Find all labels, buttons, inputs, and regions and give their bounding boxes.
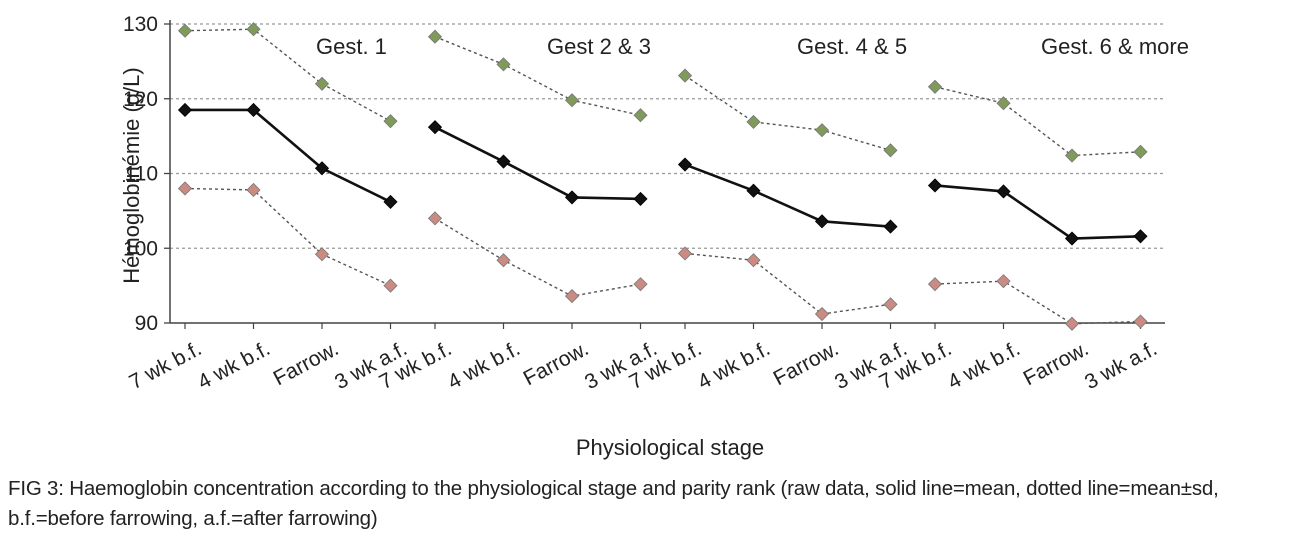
x-tick-label: 4 wk b.f. [694,337,774,394]
y-tick-label: 100 [123,237,158,260]
mean-line [684,163,891,228]
x-tick-label: Farrow. [520,337,593,390]
mean-point [677,157,693,172]
upper-point [246,22,261,37]
x-axis-label: Physiological stage [576,435,764,460]
lower-point [246,182,261,198]
mean-point [814,214,830,229]
mean-point [1064,231,1080,246]
x-tick-label: Farrow. [1020,337,1093,390]
lower-point [927,277,943,292]
upper-point [427,29,443,44]
lower-line [434,217,641,297]
mean-point [633,191,648,206]
mean-point [246,102,261,118]
mean-point [314,161,330,176]
upper-point [496,57,511,72]
mean-line [185,108,392,204]
mean-point [883,219,898,234]
mean-point [564,190,580,205]
chart: 90 100 110 120 130 Hémoglobinémie (g/L) Physio… [119,13,1189,460]
upper-point [1064,148,1080,163]
lower-point [1064,316,1080,331]
mean-line [934,184,1141,240]
upper-point [746,114,761,129]
mean-point [427,120,443,135]
group-title: Gest. 1 [316,34,387,59]
y-tick-label: 130 [123,13,158,36]
upper-point [633,108,648,123]
upper-point [383,114,398,129]
lower-line [934,280,1141,325]
lower-line [184,187,391,287]
y-tick-label: 90 [135,312,158,335]
mean-point [1133,229,1148,244]
upper-line [934,86,1141,157]
lower-point [746,253,761,268]
upper-point [564,93,580,108]
lower-point [996,274,1011,289]
upper-point [814,123,830,138]
upper-line [684,74,891,151]
mean-point [746,183,761,198]
x-tick-label: 4 wk b.f. [444,337,524,394]
x-tick-label: 7 wk b.f. [126,337,206,394]
lower-point [383,278,398,293]
lower-point [1133,314,1148,329]
upper-point [927,79,943,94]
y-tick-label: 110 [125,163,158,186]
group-title: Gest. 4 & 5 [797,34,907,59]
group-title: Gest. 6 & more [1041,34,1189,59]
mean-point [927,178,943,193]
mean-point [996,184,1011,199]
x-tick-label: 4 wk b.f. [194,337,274,394]
lower-point [177,181,193,196]
y-tick-label: 120 [123,88,158,111]
x-tick-label: Farrow. [270,337,343,390]
upper-point [314,76,330,91]
lower-point [883,297,898,312]
lower-point [496,253,511,268]
upper-point [996,96,1011,111]
upper-point [1133,144,1148,159]
lower-line [684,252,891,315]
x-tick-label: 3 wk a.f. [1081,337,1161,394]
mean-point [177,102,193,118]
lower-point [564,289,580,304]
upper-point [677,68,693,83]
mean-point [496,154,511,169]
upper-point [883,143,898,158]
y-axis-label: Hémoglobinémie (g/L) [119,67,144,283]
x-tick-label: 4 wk b.f. [944,337,1024,394]
x-tick-label: Farrow. [770,337,843,390]
lower-point [814,306,830,322]
lower-point [314,247,330,262]
figure-caption: FIG 3: Haemoglobin concentration accordi… [8,477,1219,530]
lower-point [633,277,648,292]
mean-point [383,194,398,209]
group-title: Gest 2 & 3 [547,34,651,59]
lower-point [677,246,693,261]
upper-line [434,36,641,116]
upper-point [177,23,193,38]
lower-point [427,211,443,226]
mean-line [434,125,641,201]
